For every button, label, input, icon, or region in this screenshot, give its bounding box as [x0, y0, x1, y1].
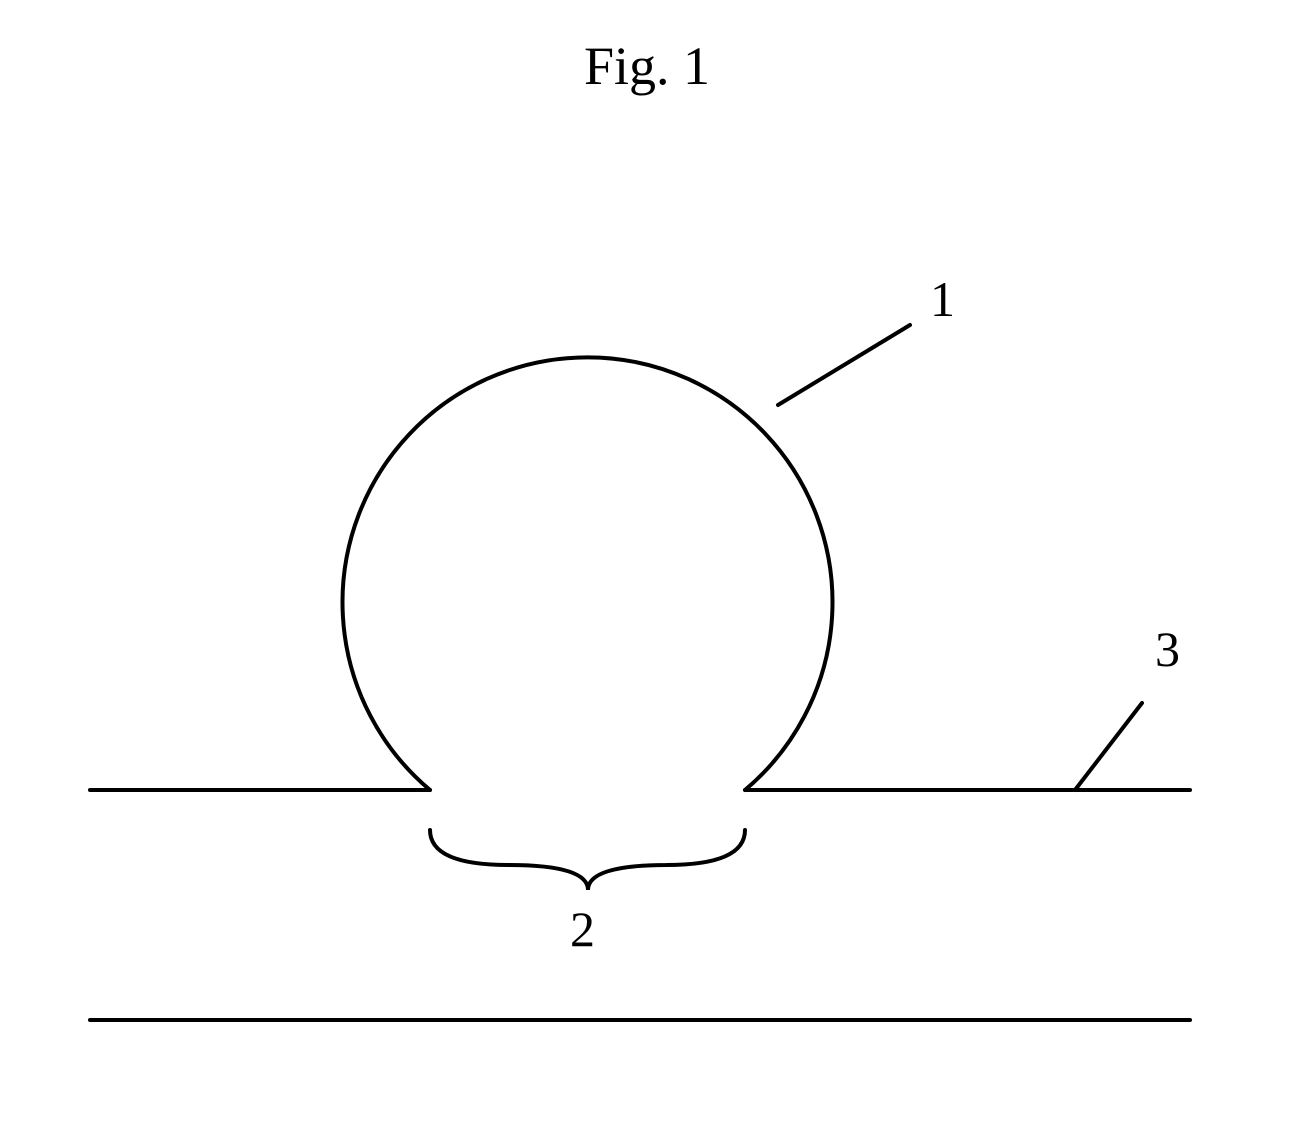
label-3: 3 [1155, 620, 1180, 678]
label-1: 1 [930, 270, 955, 328]
figure-drawing [0, 0, 1294, 1146]
label-1-text: 1 [930, 271, 955, 327]
label-2: 2 [570, 900, 595, 958]
label-2-text: 2 [570, 901, 595, 957]
label-3-text: 3 [1155, 621, 1180, 677]
